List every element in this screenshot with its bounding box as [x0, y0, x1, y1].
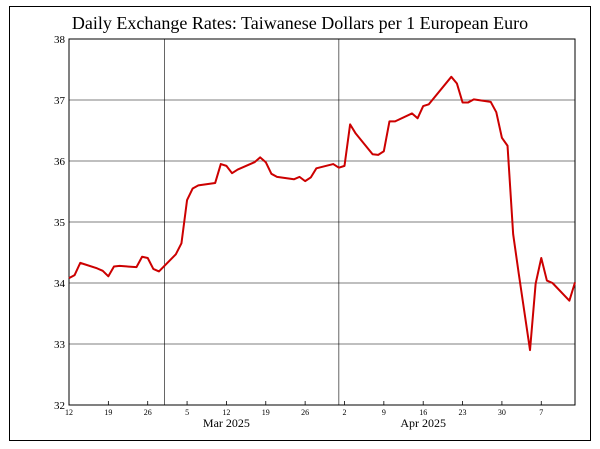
x-tick-label: 9	[382, 408, 386, 417]
y-tick-label: 33	[54, 339, 66, 351]
exchange-rate-chart: Daily Exchange Rates: Taiwanese Dollars …	[54, 13, 576, 430]
x-tick-label: 30	[498, 408, 506, 417]
x-tick-label: 2	[342, 408, 346, 417]
x-tick-label: 19	[104, 408, 112, 417]
plot-area	[68, 38, 576, 406]
x-tick-label: 26	[301, 408, 309, 417]
month-label: Apr 2025	[400, 416, 446, 430]
month-label: Mar 2025	[203, 416, 250, 430]
x-tick-label: 19	[262, 408, 270, 417]
series-line-twd-per-eur	[68, 75, 576, 352]
x-tick-label: 5	[185, 408, 189, 417]
chart-frame: Daily Exchange Rates: Taiwanese Dollars …	[9, 6, 591, 441]
y-axis: 32 33 34 35 36 37 38	[54, 34, 66, 412]
y-tick-label: 37	[54, 95, 66, 107]
y-tick-label: 35	[54, 217, 66, 229]
grid-lines	[69, 38, 575, 406]
x-tick-label: 12	[65, 408, 73, 417]
chart-title: Daily Exchange Rates: Taiwanese Dollars …	[72, 13, 528, 33]
y-tick-label: 34	[54, 278, 66, 290]
month-labels: Mar 2025 Apr 2025	[203, 416, 446, 430]
y-tick-label: 36	[54, 156, 66, 168]
x-tick-label: 23	[459, 408, 467, 417]
x-axis: 12 19 26 5 12 19 26 2 9 16 23 30 7	[65, 401, 543, 417]
x-tick-label: 16	[419, 408, 427, 417]
y-tick-label: 38	[54, 34, 66, 46]
x-tick-label: 7	[539, 408, 543, 417]
y-tick-label: 32	[54, 400, 65, 412]
x-tick-label: 12	[222, 408, 230, 417]
x-tick-label: 26	[144, 408, 152, 417]
